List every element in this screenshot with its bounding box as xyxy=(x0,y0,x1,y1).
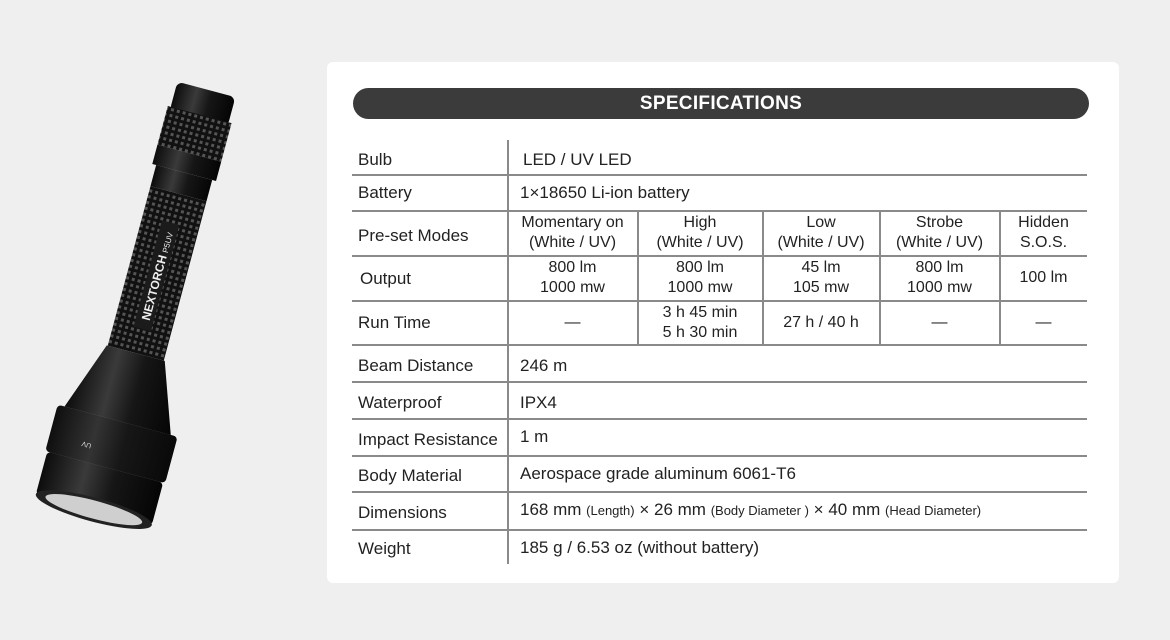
impact-value: 1 m xyxy=(520,427,549,446)
specifications-header: SPECIFICATIONS xyxy=(353,88,1089,119)
modes-cell: Low (White / UV) xyxy=(763,211,879,255)
output-cell-text: 1000 mw xyxy=(667,279,733,296)
material-value: Aerospace grade aluminum 6061-T6 xyxy=(520,464,796,483)
modes-cell-text: (White / UV) xyxy=(528,234,617,251)
column-divider xyxy=(507,140,509,564)
modes-cell-text: Hidden xyxy=(1018,214,1069,231)
output-cell-text: 800 lm xyxy=(548,259,597,276)
modes-cell-text: (White / UV) xyxy=(895,234,984,251)
weight-label: Weight xyxy=(358,539,411,558)
mode-divider xyxy=(637,210,639,344)
battery-label: Battery xyxy=(358,183,412,202)
row-divider xyxy=(352,174,1087,176)
output-cell: 45 lm 105 mw xyxy=(763,256,879,300)
output-cell-text: 800 lm xyxy=(675,259,725,276)
beam-value: 246 m xyxy=(520,356,568,375)
weight-value: 185 g / 6.53 oz (without battery) xyxy=(520,538,760,557)
runtime-cell: — xyxy=(880,301,999,344)
runtime-cell-text: — xyxy=(931,313,948,331)
modes-cell-text: Low xyxy=(806,214,836,231)
modes-cell: Strobe (White / UV) xyxy=(880,211,999,255)
runtime-label: Run Time xyxy=(358,313,431,332)
impact-label: Impact Resistance xyxy=(358,430,498,449)
output-cell: 800 lm 1000 mw xyxy=(880,256,999,300)
runtime-cell-text: 27 h / 40 h xyxy=(783,313,859,331)
material-label: Body Material xyxy=(358,466,462,485)
output-label: Output xyxy=(360,269,412,288)
dimensions-label: Dimensions xyxy=(358,503,447,522)
row-divider xyxy=(352,455,1087,457)
row-divider xyxy=(352,300,1087,302)
output-cell-text: 100 lm xyxy=(1019,269,1068,286)
modes-cell: High (White / UV) xyxy=(638,211,762,255)
runtime-cell: 3 h 45 min 5 h 30 min xyxy=(638,301,762,344)
specifications-table: Bulb LED / UV LED Battery 1×18650 Li-ion… xyxy=(327,62,1119,583)
mode-divider xyxy=(999,210,1001,344)
bulb-label: Bulb xyxy=(358,150,393,169)
modes-cell-text: Strobe xyxy=(915,214,964,231)
beam-label: Beam Distance xyxy=(358,356,474,375)
mode-divider xyxy=(762,210,764,344)
runtime-cell: — xyxy=(508,301,637,344)
row-divider xyxy=(352,418,1087,420)
runtime-cell-text: 3 h 45 min xyxy=(662,303,738,321)
modes-cell-text: (White / UV) xyxy=(777,234,865,251)
bulb-value: LED / UV LED xyxy=(523,150,632,169)
output-cell-text: 800 lm xyxy=(915,259,964,276)
battery-value: 1×18650 Li-ion battery xyxy=(520,183,690,202)
modes-cell: Hidden S.O.S. xyxy=(1000,211,1087,255)
output-cell: 800 lm 1000 mw xyxy=(508,256,637,300)
modes-cell: Momentary on (White / UV) xyxy=(508,211,637,255)
uv-mark: UV xyxy=(81,439,93,448)
runtime-cell-text: — xyxy=(564,313,581,331)
row-divider xyxy=(352,344,1087,346)
runtime-cell: 27 h / 40 h xyxy=(763,301,879,344)
waterproof-label: Waterproof xyxy=(358,393,442,412)
modes-cell-text: Momentary on xyxy=(521,214,624,231)
output-cell-text: 1000 mw xyxy=(540,279,605,296)
row-divider xyxy=(352,529,1087,531)
row-divider xyxy=(352,255,1087,257)
output-cell: 100 lm xyxy=(1000,256,1087,300)
runtime-cell: — xyxy=(1000,301,1087,344)
modes-cell-text: (White / UV) xyxy=(656,234,744,251)
runtime-cell-text: 5 h 30 min xyxy=(662,323,738,341)
flashlight-image: NEXTORCHP5UV UV xyxy=(35,83,235,529)
modes-label: Pre-set Modes xyxy=(358,226,469,245)
output-cell-text: 45 lm xyxy=(801,259,841,276)
output-cell: 800 lm 1000 mw xyxy=(638,256,762,300)
row-divider xyxy=(352,210,1087,212)
modes-cell-text: High xyxy=(683,214,717,231)
row-divider xyxy=(352,491,1087,493)
waterproof-value: IPX4 xyxy=(520,393,557,412)
runtime-cell-text: — xyxy=(1035,313,1052,331)
modes-cell-text: S.O.S. xyxy=(1019,234,1068,251)
output-cell-text: 1000 mw xyxy=(907,279,972,296)
row-divider xyxy=(352,381,1087,383)
mode-divider xyxy=(879,210,881,344)
specifications-card: SPECIFICATIONS Bulb LED / UV LED Battery… xyxy=(327,62,1119,583)
output-cell-text: 105 mw xyxy=(792,279,850,296)
dimensions-value: 168 mm (Length) × 26 mm (Body Diameter )… xyxy=(520,500,982,519)
